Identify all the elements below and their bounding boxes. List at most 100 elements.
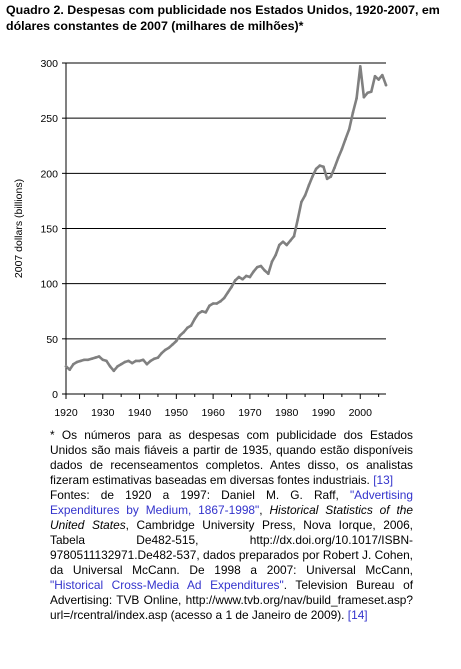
data-point [311,175,314,178]
data-point [318,164,322,167]
data-point [208,304,211,308]
x-tick-label: 1930 [91,407,115,419]
data-point [325,177,329,181]
data-point [186,326,189,330]
data-point [145,362,149,366]
data-point [222,296,226,300]
footnote-main: * Os números para as despesas com public… [50,428,413,488]
axes [62,62,386,399]
data-point [340,147,344,151]
data-point [152,357,156,360]
x-tick-label: 2000 [349,407,373,419]
x-tick-label: 1940 [128,407,152,419]
data-point [377,78,380,81]
y-tick-labels: 0 50 100 150 200 250 300 [40,58,58,401]
data-point [160,351,163,355]
data-point [248,275,252,279]
data-point [278,243,281,247]
y-tick-label: 0 [52,389,58,401]
data-point [362,95,366,99]
data-point [230,285,233,289]
sources-prefix: Fontes: de 1920 a 1997: Daniel M. G. Raf… [50,488,350,502]
x-tick-label: 1960 [201,407,225,419]
data-point [90,357,94,360]
data-point [167,346,171,349]
data-point [72,362,75,366]
data-point [270,260,274,263]
data-point [149,359,152,363]
reference-link-13[interactable]: [13] [373,473,394,487]
data-point [175,339,178,343]
data-point [108,365,112,368]
source-link-cross-media[interactable]: "Historical Cross-Media Ad Expenditures" [50,578,284,592]
data-point [329,175,333,178]
footnotes: * Os números para as despesas com public… [50,428,413,623]
data-point [193,317,197,321]
data-point [322,165,325,169]
data-point [289,239,292,242]
data-point [127,359,130,363]
data-point [164,348,167,352]
data-point [204,311,208,314]
data-point [347,127,351,131]
data-point [182,330,186,334]
data-point [130,361,134,365]
x-tick-label: 1920 [54,407,78,419]
data-point [336,156,340,160]
data-point [197,312,200,315]
data-point [300,200,303,204]
grid-lines [66,62,386,340]
data-point [314,167,318,171]
data-point [369,90,373,93]
data-point [226,291,230,294]
data-point [307,184,311,187]
y-tick-label: 250 [40,113,58,125]
x-tick-label: 1970 [238,407,262,419]
data-point [123,360,127,364]
y-tick-label: 300 [40,58,58,70]
data-point [281,240,285,244]
data-point [366,91,369,95]
data-point [292,234,296,238]
data-point [215,302,219,305]
data-point [344,137,347,141]
data-point [64,365,68,368]
x-tick-label: 1980 [275,407,299,419]
data-point [178,334,182,337]
data-point [381,73,384,77]
data-point [237,275,241,279]
data-point [358,65,362,68]
y-tick-label: 50 [46,334,58,346]
x-tick-labels: 1920 1930 1940 1950 1960 1970 1980 1990 2000 [54,407,372,419]
data-point [351,111,355,114]
source-link-advertising-expenditures[interactable]: "Advertising Expenditures by Medium, 186… [50,488,413,517]
data-point [263,269,266,272]
data-point [119,362,123,366]
data-point [259,264,263,268]
data-point [285,243,288,247]
data-point [138,359,141,363]
reference-link-14[interactable]: [14] [347,608,368,622]
data-point [274,253,277,257]
y-tick-label: 200 [40,168,58,180]
chart-title: Quadro 2. Despesas com publicidade nos E… [6,3,440,33]
data-point [333,166,336,170]
data-point [156,356,160,359]
data-point [75,360,79,364]
data-point [141,358,145,362]
data-point [101,358,105,362]
data-point [200,309,204,313]
data-point [355,97,358,100]
data-point [68,368,71,372]
data-point [373,74,377,78]
sources-sep: , [259,503,270,517]
y-axis-label: 2007 dollars (billions) [13,179,25,278]
data-point [241,277,244,281]
data-point [83,358,86,362]
series [64,64,388,373]
sources-end: . Television Bureau of Advertising: TVB … [50,578,413,622]
data-point [97,355,101,358]
data-point [219,300,222,303]
data-point [211,302,215,305]
